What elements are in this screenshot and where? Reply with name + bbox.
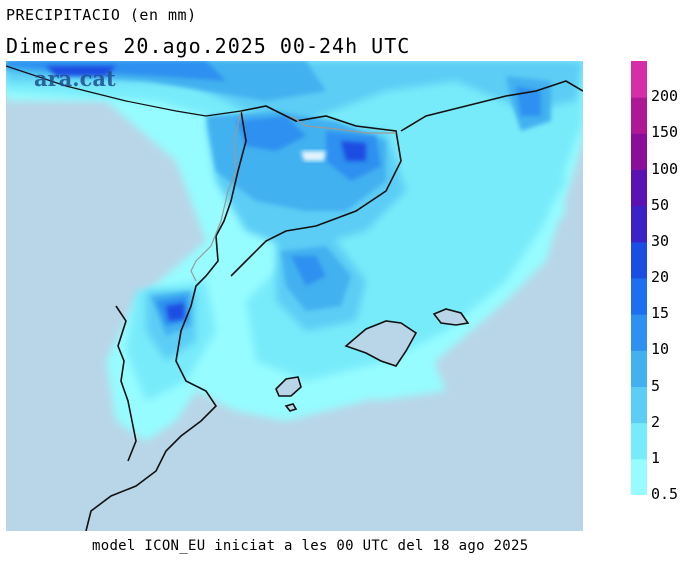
france-coast [400, 80, 583, 132]
border-catalonia [190, 110, 242, 282]
legend-swatch [631, 61, 647, 98]
date-subtitle: Dimecres 20.ago.2025 00-24h UTC [6, 34, 411, 58]
dry-patches [301, 151, 326, 161]
border-aragon [6, 65, 242, 117]
precip-layer-20mm [46, 66, 366, 321]
coast-west [115, 305, 137, 462]
legend-label: 15 [651, 304, 670, 323]
legend-swatch [631, 278, 647, 315]
legend-swatch [631, 350, 647, 387]
legend-label: 150 [651, 123, 679, 142]
precipitation-map [6, 61, 583, 531]
legend-label: 100 [651, 159, 679, 178]
legend-swatch [631, 422, 647, 460]
balearic-islands [275, 308, 470, 412]
legend-swatch [631, 314, 647, 351]
model-footer: model ICON_EU iniciat a les 00 UTC del 1… [92, 538, 529, 554]
mallorca [344, 320, 418, 367]
legend-label: 50 [651, 195, 670, 214]
menorca [432, 308, 470, 326]
eivissa [275, 376, 302, 397]
legend-swatch [631, 205, 647, 243]
legend-label: 30 [651, 231, 670, 250]
legend-label: 1 [651, 448, 661, 467]
ara-cat-logo: ara.cat [34, 66, 116, 91]
border-france [290, 115, 396, 134]
legend-swatch [631, 169, 647, 207]
legend-swatch [631, 241, 647, 279]
precip-legend-bar [631, 61, 647, 495]
legend-label: 5 [651, 376, 661, 395]
chart-title: PRECIPITACIO (en mm) [6, 6, 197, 24]
legend-label: 20 [651, 268, 670, 286]
coastline [85, 110, 247, 531]
formentera [284, 403, 298, 412]
legend-swatch [631, 458, 647, 495]
legend-label: 2 [651, 412, 661, 431]
legend-swatch [631, 133, 647, 170]
coastline-north [230, 105, 402, 277]
legend-swatch [631, 386, 647, 424]
legend-label: 0.5 [651, 485, 679, 503]
legend-swatch [631, 97, 647, 134]
legend-label: 200 [651, 87, 679, 106]
legend-label: 10 [651, 340, 670, 359]
